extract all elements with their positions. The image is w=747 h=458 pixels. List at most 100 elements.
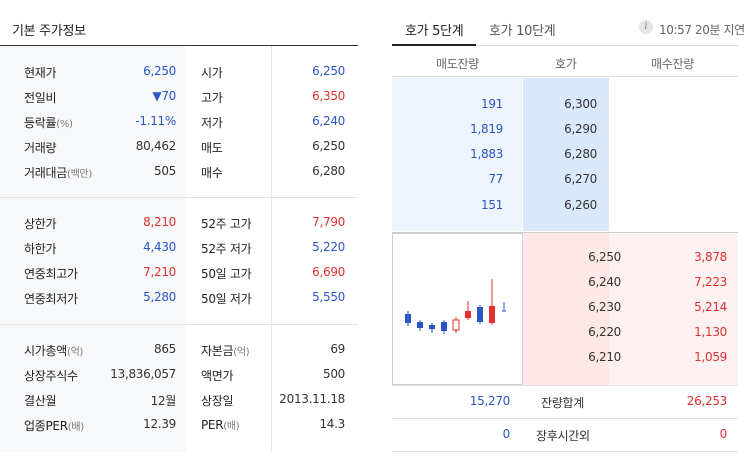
ask-row: 1,883 6,280 <box>392 147 609 172</box>
info-row: 현재가 6,250 시가 6,250 <box>0 60 358 85</box>
info-row: 연중최고가 7,210 50일 고가 6,690 <box>0 261 358 286</box>
info-label: 고가 <box>201 91 223 105</box>
info-label: 52주 고가 <box>201 217 252 231</box>
info-label: 거래량 <box>24 141 57 155</box>
info-label: 액면가 <box>201 369 234 383</box>
after-hours-bid-qty: 0 <box>719 427 728 441</box>
basic-info-table: 현재가 6,250 시가 6,250 전일비 ▼70 고가 6,350 등락률(… <box>0 46 358 452</box>
ask-row: 1,819 6,290 <box>392 122 609 147</box>
info-row: 거래대금(백만) 505 매수 6,280 <box>0 160 358 185</box>
info-label: PER(배) <box>201 418 240 432</box>
info-label: 매도 <box>201 141 223 155</box>
ask-price[interactable]: 6,300 <box>564 97 597 111</box>
ask-qty-area <box>392 78 522 231</box>
basic-info-title: 기본 주가정보 <box>12 24 86 39</box>
info-row: 연중최저가 5,280 50일 저가 5,550 <box>0 286 358 311</box>
spread-divider <box>392 232 738 233</box>
info-row: 하한가 4,430 52주 저가 5,220 <box>0 236 358 261</box>
ask-row: 77 6,270 <box>392 172 609 197</box>
info-label: 업종PER(배) <box>24 419 84 433</box>
change-value: ▼70 <box>152 89 176 103</box>
col-ask-qty: 매도잔량 <box>436 57 479 71</box>
info-value: 500 <box>322 367 345 381</box>
info-value: 14.3 <box>319 417 345 431</box>
info-value: 6,280 <box>312 164 345 178</box>
info-label: 현재가 <box>24 66 57 80</box>
info-label: 52주 저가 <box>201 242 252 256</box>
ask-qty: 77 <box>488 172 503 186</box>
bid-price[interactable]: 6,230 <box>588 300 621 314</box>
info-value: 6,250 <box>312 139 345 153</box>
info-row: 업종PER(배) 12.39 PER(배) 14.3 <box>0 413 358 438</box>
info-label: 저가 <box>201 116 223 130</box>
ask-qty: 1,883 <box>470 147 503 161</box>
bid-price[interactable]: 6,210 <box>588 350 621 364</box>
info-value: 6,240 <box>312 114 345 128</box>
bid-qty: 1,130 <box>694 325 727 339</box>
info-value: 7,790 <box>312 215 345 229</box>
bid-price[interactable]: 6,220 <box>588 325 621 339</box>
info-label: 연중최고가 <box>24 267 78 281</box>
bid-qty-area <box>609 233 738 385</box>
info-value: -1.11% <box>135 114 176 128</box>
orderbook-header: 매도잔량 호가 매수잔량 <box>392 46 738 77</box>
ask-price[interactable]: 6,280 <box>564 147 597 161</box>
bid-price[interactable]: 6,240 <box>588 275 621 289</box>
active-tab-indicator <box>392 44 476 46</box>
ask-qty: 191 <box>480 97 503 111</box>
info-label: 50일 고가 <box>201 267 252 281</box>
info-label: 시가총액(억) <box>24 344 84 358</box>
bid-row: 6,240 7,223 <box>523 275 738 300</box>
info-label: 시가 <box>201 66 223 80</box>
info-value: 5,280 <box>143 290 176 304</box>
bid-qty: 7,223 <box>694 275 727 289</box>
ask-row: 151 6,260 <box>392 198 609 223</box>
after-hours-divider <box>392 418 738 419</box>
bottom-divider <box>392 451 738 452</box>
info-label: 자본금(억) <box>201 344 250 358</box>
tab-10-levels[interactable]: 호가 10단계 <box>489 24 556 39</box>
col-bid-qty: 매수잔량 <box>651 57 694 71</box>
ask-row: 191 6,300 <box>392 97 609 122</box>
info-row: 상장주식수 13,836,057 액면가 500 <box>0 363 358 388</box>
info-icon[interactable]: i <box>639 20 653 34</box>
info-label: 상한가 <box>24 217 57 231</box>
total-ask-qty: 15,270 <box>469 394 511 408</box>
price-section <box>0 46 358 198</box>
mini-candle-chart <box>392 233 523 385</box>
ask-price[interactable]: 6,270 <box>564 172 597 186</box>
ask-qty: 1,819 <box>470 122 503 136</box>
info-label: 매수 <box>201 166 223 180</box>
bid-qty: 3,878 <box>694 250 727 264</box>
info-row: 전일비 ▼70 고가 6,350 <box>0 85 358 110</box>
info-value: 6,250 <box>143 64 176 78</box>
info-label: 연중최저가 <box>24 292 78 306</box>
bid-price[interactable]: 6,250 <box>588 250 621 264</box>
ask-price-area <box>523 78 609 231</box>
info-row: 결산월 12월 상장일 2013.11.18 <box>0 388 358 413</box>
bid-row: 6,250 3,878 <box>523 250 738 275</box>
total-bid-qty: 26,253 <box>686 394 728 408</box>
info-label: 50일 저가 <box>201 292 252 306</box>
info-value: 12.39 <box>143 417 176 431</box>
company-section <box>0 325 358 452</box>
info-value: 2013.11.18 <box>279 392 345 406</box>
col-price: 호가 <box>555 57 577 71</box>
ask-qty: 151 <box>480 198 503 212</box>
info-value: 7,210 <box>143 265 176 279</box>
tab-5-levels[interactable]: 호가 5단계 <box>405 24 464 39</box>
info-label: 거래대금(백만) <box>24 166 92 180</box>
tab-divider <box>392 45 738 46</box>
ask-price[interactable]: 6,290 <box>564 122 597 136</box>
info-value: 6,690 <box>312 265 345 279</box>
info-label: 결산월 <box>24 394 57 408</box>
total-label: 잔량합계 <box>541 396 584 410</box>
ask-price[interactable]: 6,260 <box>564 198 597 212</box>
info-row: 상한가 8,210 52주 고가 7,790 <box>0 211 358 236</box>
info-value: 505 <box>153 164 176 178</box>
info-value: 6,250 <box>312 64 345 78</box>
info-label: 상장일 <box>201 394 234 408</box>
info-value: 12월 <box>150 394 177 408</box>
bid-qty: 5,214 <box>694 300 727 314</box>
info-value: 80,462 <box>135 139 177 153</box>
